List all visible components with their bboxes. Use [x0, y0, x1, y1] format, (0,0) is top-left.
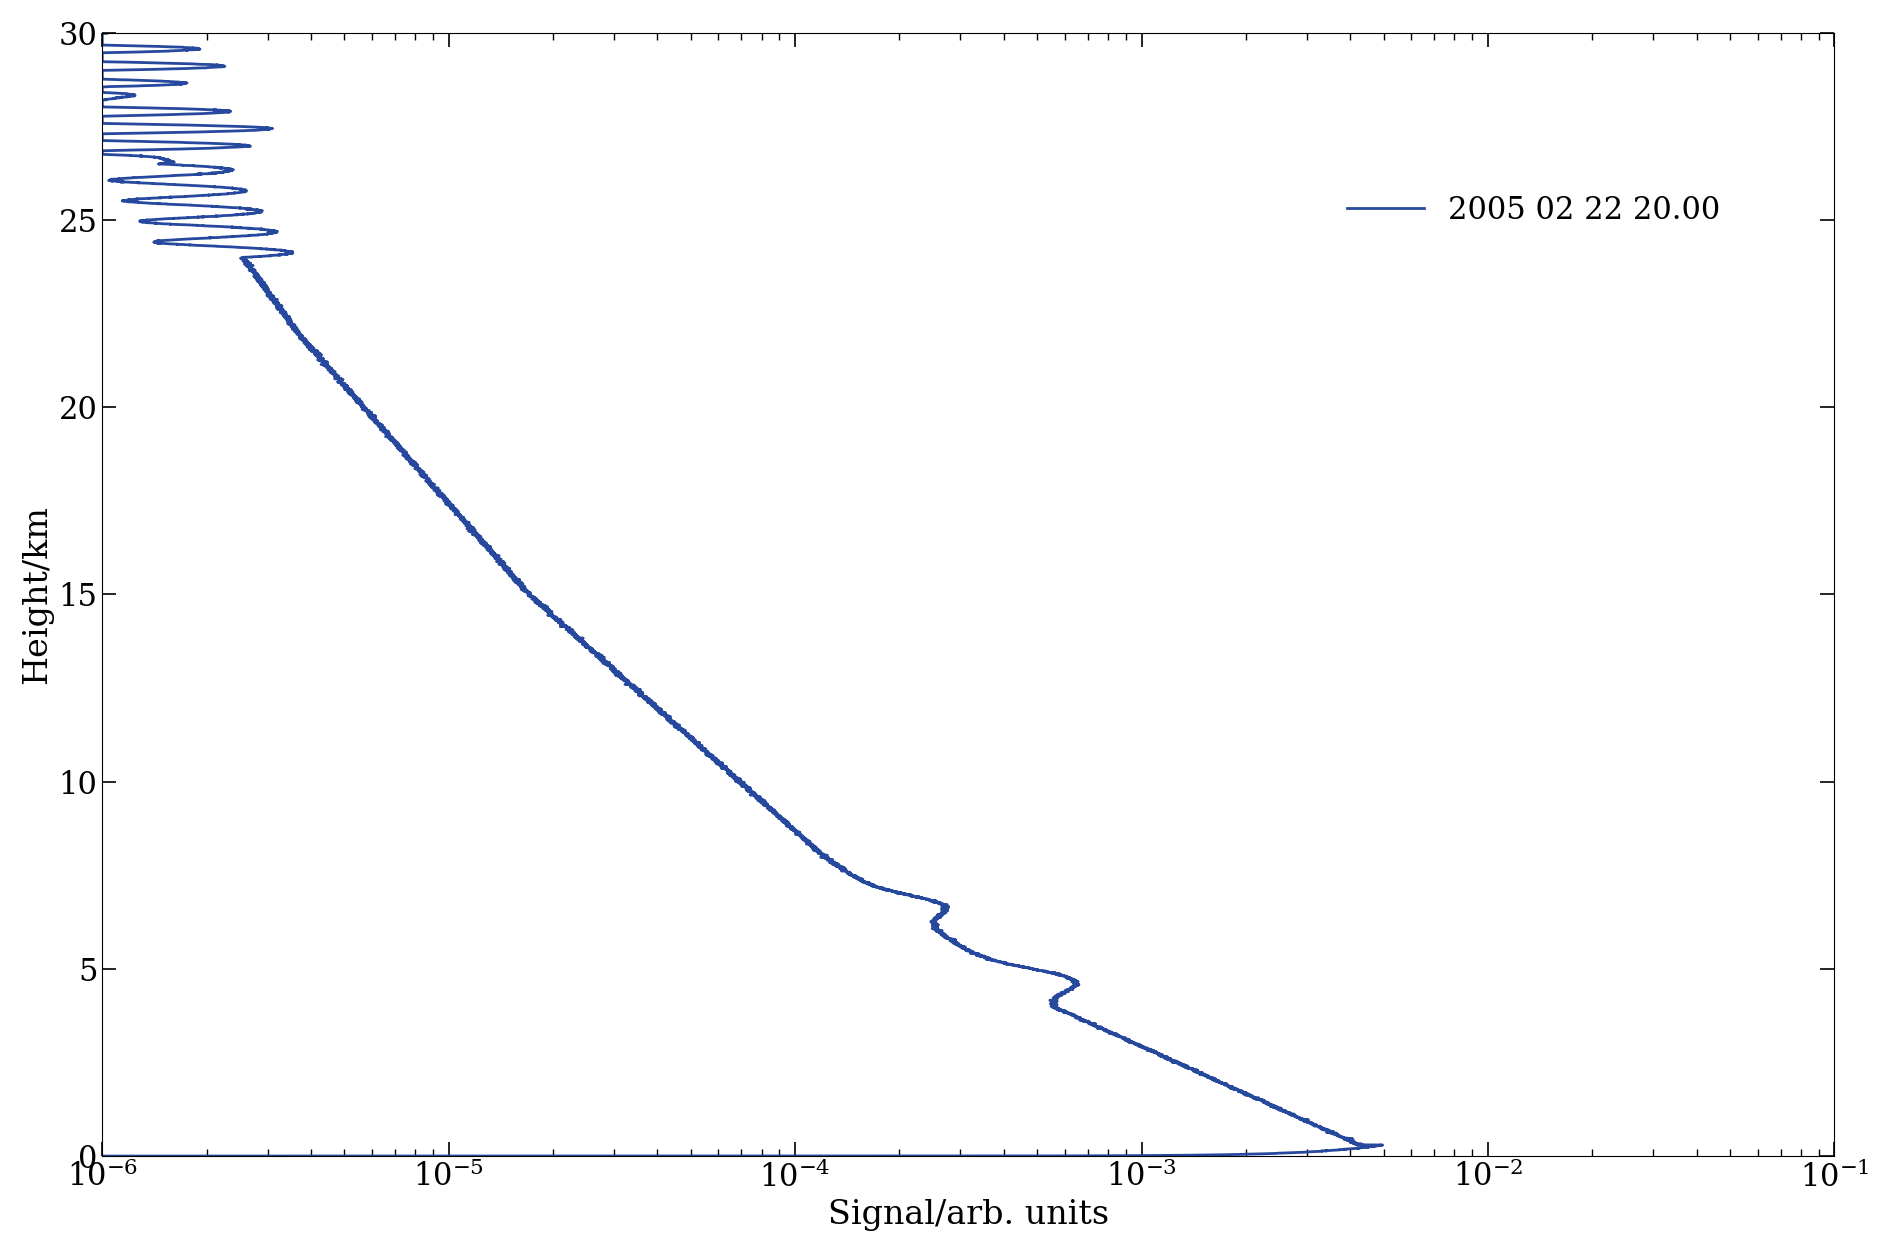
X-axis label: Signal/arb. units: Signal/arb. units — [827, 1199, 1109, 1231]
2005 02 22 20.00 — [425, 485, 448, 500]
2005 02 22 20.00 — [91, 1148, 113, 1163]
2005 02 22 20.00 — [1245, 1092, 1268, 1107]
Y-axis label: Height/km: Height/km — [21, 505, 53, 684]
Line: 2005 02 22 20.00: 2005 02 22 20.00 — [102, 33, 1383, 1156]
2005 02 22 20.00 — [281, 316, 304, 331]
2005 02 22 20.00 — [94, 25, 117, 40]
2005 02 22 20.00 — [691, 742, 714, 757]
2005 02 22 20.00 — [383, 434, 406, 449]
2005 02 22 20.00 — [236, 255, 259, 270]
Legend: 2005 02 22 20.00: 2005 02 22 20.00 — [1334, 183, 1732, 238]
